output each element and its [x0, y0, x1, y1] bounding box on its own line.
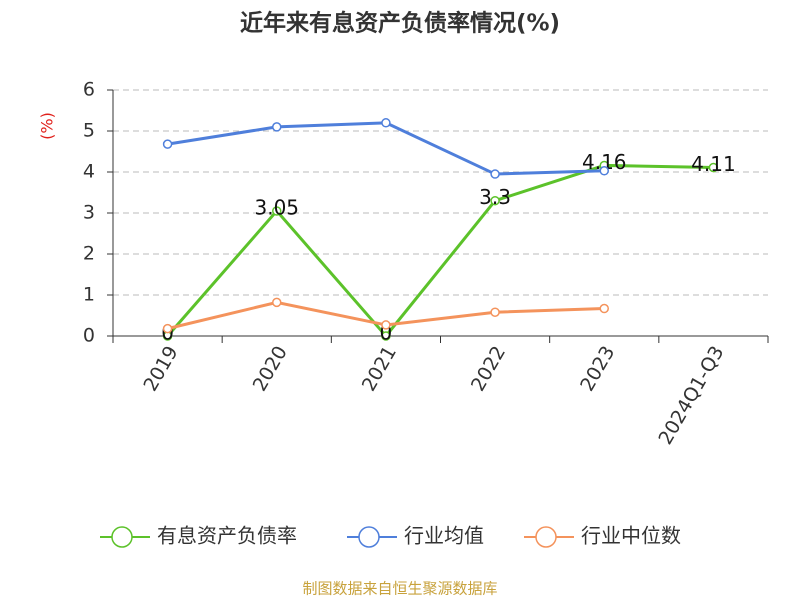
series-line [167, 121, 605, 176]
point [381, 320, 391, 330]
legend-marker [535, 526, 557, 548]
legend-marker [111, 526, 133, 548]
x-tick-label: 2022 [467, 342, 510, 395]
y-tick-label: 5 [83, 120, 95, 142]
x-tick-label: 2020 [249, 342, 292, 395]
x-tick-label: 2024Q1-Q3 [654, 342, 728, 448]
series-line [166, 163, 714, 339]
legend-label: 有息资产负债率 [157, 524, 297, 548]
y-axis-label: (%) [38, 112, 57, 140]
point [162, 323, 173, 334]
y-tick-label: 3 [83, 202, 95, 224]
legend-label: 行业中位数 [581, 524, 681, 548]
x-tick-label: 2021 [358, 342, 401, 395]
x-tick-label: 2019 [139, 342, 182, 395]
y-tick-label: 6 [83, 79, 95, 101]
chart-title: 近年来有息资产负债率情况(%) [240, 10, 560, 37]
point [490, 307, 500, 317]
y-tick-label: 2 [83, 243, 95, 265]
y-tick-label: 4 [83, 161, 95, 183]
point [490, 169, 500, 179]
source-note: 制图数据来自恒生聚源数据库 [302, 580, 497, 598]
legend-marker [358, 526, 380, 548]
point [599, 166, 609, 176]
point [272, 297, 282, 308]
point [490, 195, 500, 206]
point [708, 162, 719, 173]
data-label: 3.3 [479, 185, 511, 209]
point [381, 118, 391, 128]
x-tick-label: 2023 [576, 342, 619, 395]
point [272, 206, 282, 216]
point [599, 303, 609, 314]
legend-label: 行业均值 [404, 524, 484, 548]
y-tick-label: 0 [83, 325, 95, 347]
data-label: 4.11 [691, 152, 736, 176]
point [381, 331, 391, 341]
data-label: 3.05 [254, 195, 299, 219]
y-tick-label: 1 [83, 284, 95, 306]
point [162, 139, 173, 149]
point [272, 122, 282, 132]
